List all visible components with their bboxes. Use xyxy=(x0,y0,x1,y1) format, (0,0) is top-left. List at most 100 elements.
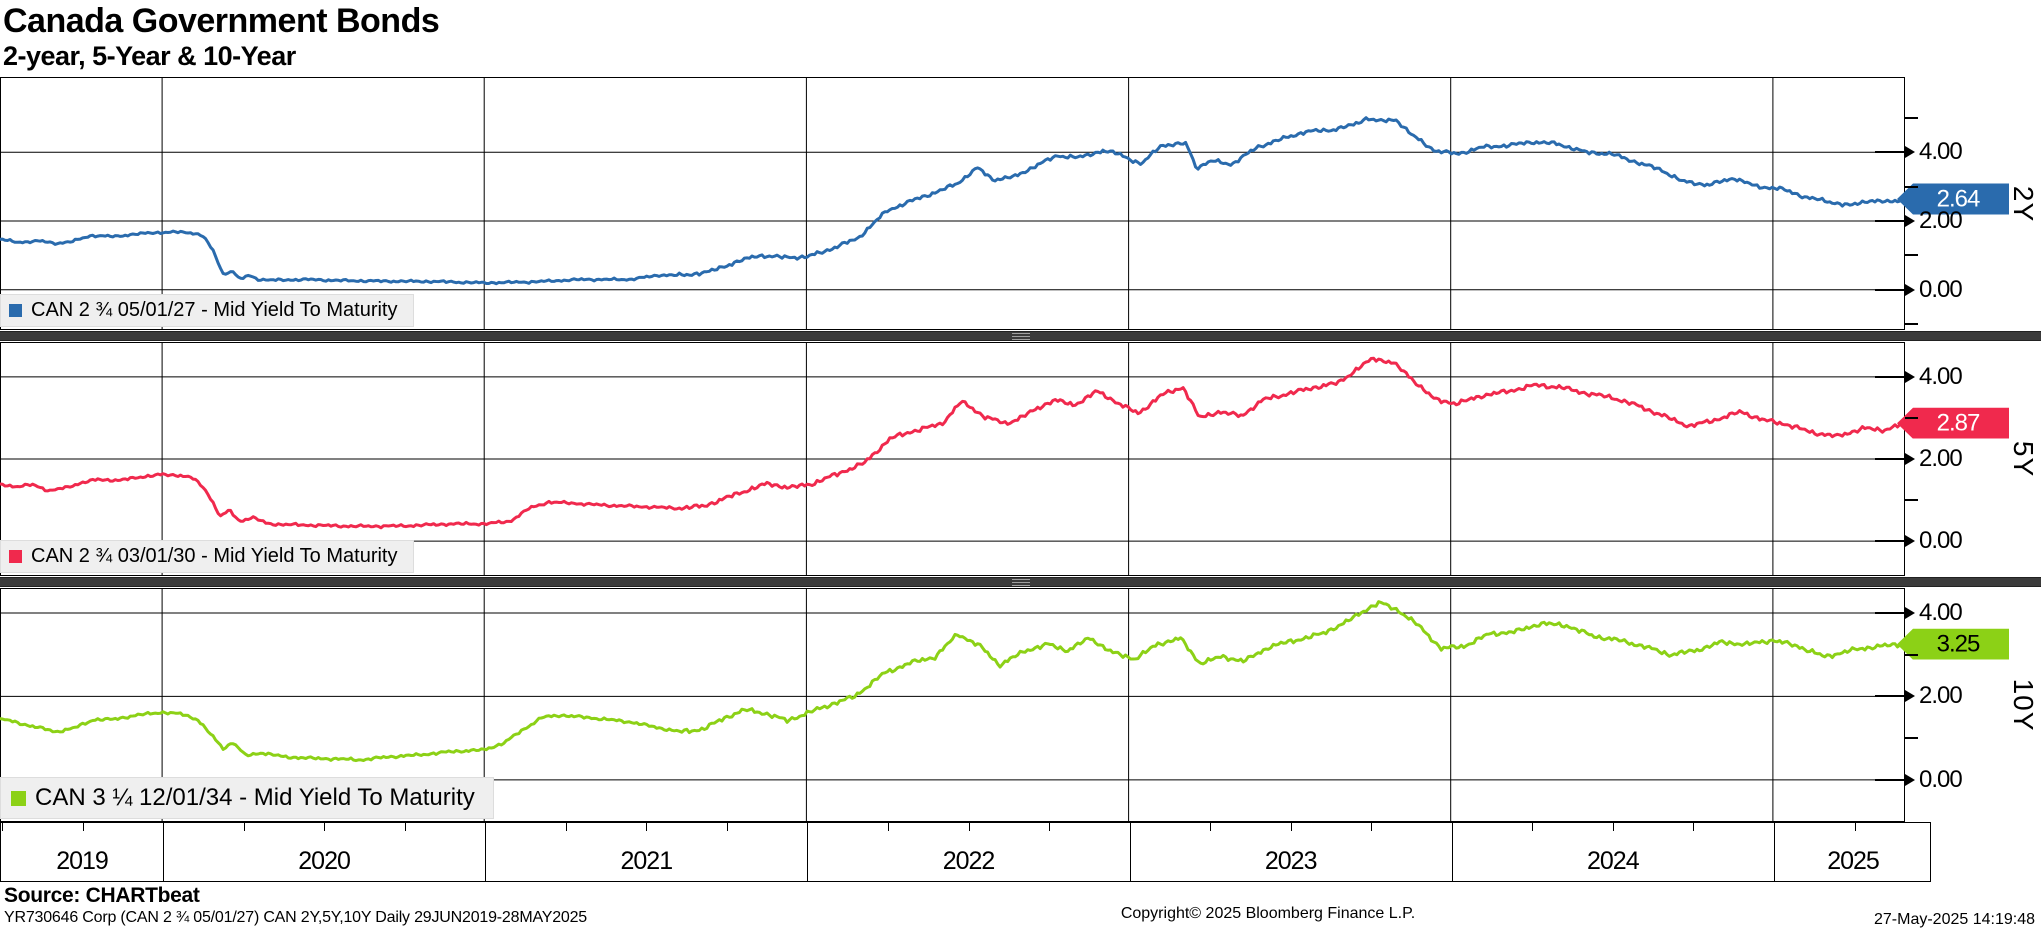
tick-arrow-icon xyxy=(1905,215,1915,228)
panel-label-2y: 2Y xyxy=(2008,185,2039,222)
source-label: Source: CHARTbeat xyxy=(4,884,200,907)
panel-10y: 3.25 10Y 4.00 2.00 0.00 CAN 3 ¼ 12/01/34 -… xyxy=(0,588,2041,822)
tick-arrow-icon xyxy=(1905,370,1915,383)
panel-10y-plot xyxy=(0,588,1905,822)
series-line-2y xyxy=(0,116,1905,286)
y-major-tick: 2.00 xyxy=(1875,682,1963,710)
chart-title: Canada Government Bonds xyxy=(3,2,440,40)
y-major-tick: 0.00 xyxy=(1875,527,1963,555)
quarter-tick xyxy=(1612,823,1614,831)
y-tick-label: 4.00 xyxy=(1919,138,1963,166)
legend-label-2y: CAN 2 ¾ 05/01/27 - Mid Yield To Maturity xyxy=(31,299,398,321)
y-tick-label: 0.00 xyxy=(1919,275,1963,303)
legend-label-10y: CAN 3 ¼ 12/01/34 - Mid Yield To Maturity xyxy=(35,784,475,811)
last-value-10y: 3.25 xyxy=(1936,630,1981,658)
x-year-label: 2022 xyxy=(942,847,996,875)
terminal-command-line: YR730646 Corp (CAN 2 ¾ 05/01/27) CAN 2Y,… xyxy=(4,909,587,926)
tick-arrow-icon xyxy=(1905,146,1915,159)
y-major-tick: 0.00 xyxy=(1875,275,1963,304)
quarter-tick xyxy=(82,823,84,831)
y-minor-tick xyxy=(1905,116,1918,119)
y-tick-label: 0.00 xyxy=(1919,765,1963,793)
year-boundary-line xyxy=(485,823,487,881)
copyright-notice: Copyright© 2025 Bloomberg Finance L.P. xyxy=(1120,905,1416,922)
y-tick-label: 2.00 xyxy=(1919,445,1963,472)
x-year-label: 2025 xyxy=(1827,847,1880,875)
panel-separator-1[interactable] xyxy=(0,331,2041,341)
panel-separator-2[interactable] xyxy=(0,577,2041,587)
quarter-tick xyxy=(1854,823,1856,831)
y-minor-tick xyxy=(1905,416,1918,419)
panel-5y: 2.87 5Y 4.00 2.00 0.00 CAN 2 ¾ 03/01/30 - … xyxy=(0,342,2041,576)
quarter-tick xyxy=(324,823,326,831)
x-axis-strip: 2019 2020 2021 2022 2023 2024 2025 xyxy=(0,822,1931,882)
y-major-tick: 4.00 xyxy=(1875,138,1963,166)
panel-2y: 2.64 2Y 4.00 2.00 0.00 CAN 2 ¾ 05/01/27 - … xyxy=(0,77,2041,330)
panel-10y-y-axis: 3.25 10Y 4.00 2.00 0.00 xyxy=(1875,588,2041,822)
y-minor-tick xyxy=(1905,737,1918,740)
separator-grip-icon[interactable] xyxy=(1012,333,1030,340)
y-major-tick: 2.00 xyxy=(1875,207,1963,235)
y-minor-tick xyxy=(1905,185,1918,188)
tick-arrow-icon xyxy=(1905,453,1915,465)
tick-line xyxy=(1875,375,1905,378)
legend-swatch-2y xyxy=(9,304,22,317)
y-tick-label: 0.00 xyxy=(1919,527,1963,555)
quarter-tick xyxy=(243,823,245,831)
quarter-tick xyxy=(1693,823,1695,831)
last-value-tag-10y: 3.25 xyxy=(1897,628,2009,660)
tick-arrow-icon xyxy=(1905,607,1915,620)
tick-line xyxy=(1875,540,1905,543)
quarter-tick xyxy=(404,823,406,831)
quarter-tick xyxy=(646,823,648,831)
tick-line xyxy=(1875,612,1905,615)
x-year-label: 2023 xyxy=(1264,847,1318,875)
tick-line xyxy=(1875,695,1905,698)
y-minor-tick xyxy=(1905,323,1918,326)
legend-swatch-5y xyxy=(9,550,22,563)
y-major-tick: 4.00 xyxy=(1875,599,1963,627)
x-year-label: 2019 xyxy=(56,847,109,875)
panel-2y-y-axis: 2.64 2Y 4.00 2.00 0.00 xyxy=(1875,77,2041,330)
legend-10y: CAN 3 ¼ 12/01/34 - Mid Yield To Maturity xyxy=(0,777,494,819)
quarter-tick xyxy=(1210,823,1212,831)
y-major-tick: 0.00 xyxy=(1875,765,1963,794)
tick-line xyxy=(1875,220,1905,223)
y-minor-tick xyxy=(1905,653,1918,656)
tick-arrow-icon xyxy=(1905,283,1915,296)
tick-arrow-icon xyxy=(1905,690,1915,703)
tick-line xyxy=(1875,288,1905,291)
legend-label-5y: CAN 2 ¾ 03/01/30 - Mid Yield To Maturity xyxy=(31,545,398,567)
y-tick-label: 2.00 xyxy=(1919,207,1963,235)
x-year-label: 2020 xyxy=(298,847,351,875)
y-tick-label: 2.00 xyxy=(1919,682,1963,710)
y-minor-tick xyxy=(1905,499,1918,502)
last-value-tag-2y: 2.64 xyxy=(1897,183,2009,215)
legend-5y: CAN 2 ¾ 03/01/30 - Mid Yield To Maturity xyxy=(0,540,415,573)
legend-2y: CAN 2 ¾ 05/01/27 - Mid Yield To Maturity xyxy=(0,294,415,327)
quarter-tick xyxy=(1532,823,1534,831)
tick-line xyxy=(1875,458,1905,460)
y-tick-label: 4.00 xyxy=(1919,599,1963,627)
quarter-tick xyxy=(1049,823,1050,831)
year-boundary-line xyxy=(1451,823,1453,881)
timestamp: 27-May-2025 14:19:48 xyxy=(1874,911,2035,928)
grid-10y xyxy=(0,588,1905,822)
tick-line xyxy=(1875,778,1905,781)
y-major-tick: 4.00 xyxy=(1875,363,1963,391)
year-boundary-line xyxy=(1129,823,1131,881)
y-minor-tick xyxy=(1905,254,1918,257)
quarter-tick xyxy=(1290,823,1292,831)
panel-label-10y: 10Y xyxy=(2008,678,2039,732)
series-line-5y xyxy=(0,356,1905,530)
separator-grip-icon[interactable] xyxy=(1012,579,1030,586)
tick-arrow-icon xyxy=(1905,535,1915,548)
panel-5y-y-axis: 2.87 5Y 4.00 2.00 0.00 xyxy=(1875,342,2041,576)
year-boundary-line xyxy=(163,823,165,881)
quarter-tick xyxy=(968,823,970,831)
panel-10y-svg xyxy=(0,588,1905,822)
panel-2y-svg xyxy=(0,77,1905,330)
year-boundary-line xyxy=(807,823,809,881)
tick-line xyxy=(1875,151,1905,154)
